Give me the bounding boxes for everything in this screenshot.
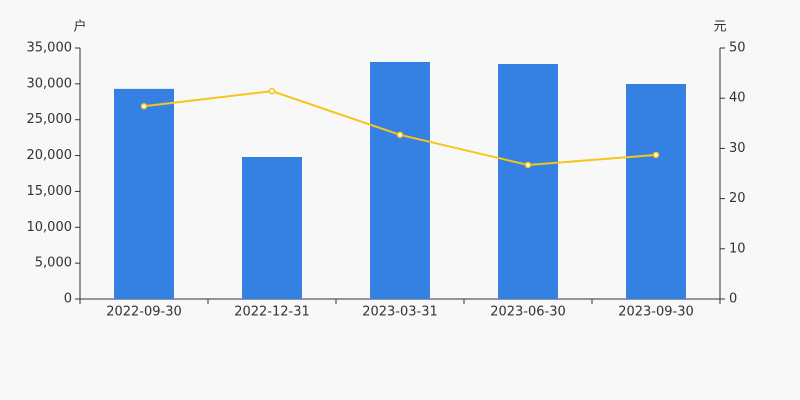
line-point [396,131,404,139]
line-point [140,102,148,110]
y-tick-label: 30,000 [27,76,73,91]
line-point [524,161,532,169]
y-tick-label: 35,000 [27,41,73,56]
bar [498,63,558,300]
y-tick-label: 25,000 [27,112,73,127]
y2-tick-label: 30 [729,141,746,156]
x-tick-label: 2022-09-30 [106,305,182,320]
x-tick-label: 2023-03-31 [362,305,438,320]
line-point [652,151,660,159]
bar [114,88,174,300]
x-tick-label: 2023-06-30 [490,305,566,320]
y-tick-label: 5,000 [35,256,72,271]
y2-tick-label: 0 [729,292,737,307]
bar [626,84,686,299]
x-tick-label: 2022-12-31 [234,305,310,320]
y-tick-label: 0 [64,292,72,307]
y-axis-label: 户 [73,19,86,35]
x-tick-label: 2023-09-30 [618,305,694,320]
y2-tick-label: 10 [729,241,746,256]
y2-tick-label: 50 [729,41,746,56]
y-tick-label: 15,000 [27,184,73,199]
y2-tick-label: 40 [729,91,746,106]
y-tick-label: 10,000 [27,220,73,235]
y2-axis-label: 元 [713,20,726,35]
bar [242,157,302,299]
line-point [268,87,276,95]
bar [370,61,430,300]
y2-tick-label: 20 [729,191,746,206]
y-tick-label: 20,000 [27,148,73,163]
